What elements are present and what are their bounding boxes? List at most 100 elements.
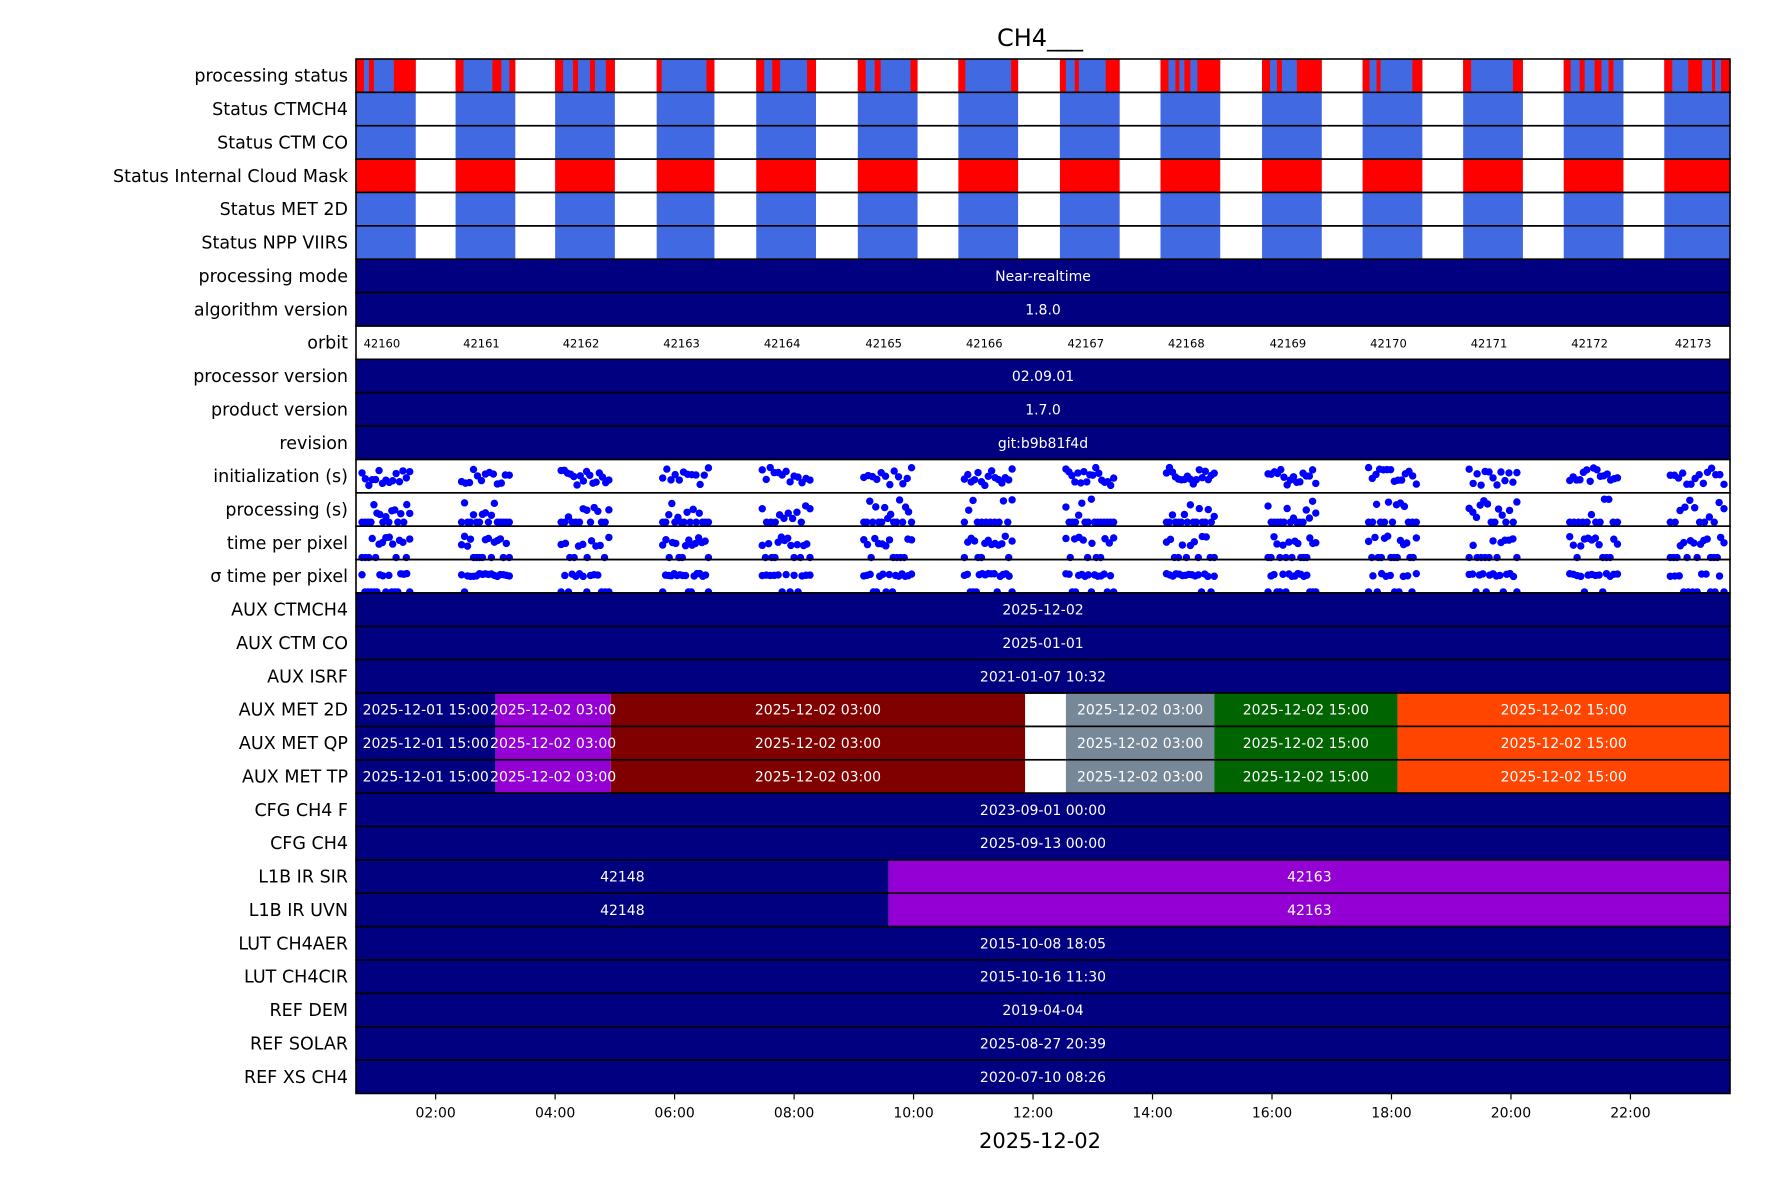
scatter-point-processing-s-2-10 [594,507,602,515]
scatter-point-time-per-pixel-1-9 [484,534,493,543]
scatter-point-initialization-s-7-3 [1071,478,1079,486]
scatter-point-processing-s-1-11 [490,499,499,508]
scatter-point-time-per-pixel-11-1 [1469,541,1477,550]
value-label-processor-version: 02.09.01 [1012,369,1074,385]
scatter-point-initialization-s-4-2 [766,463,774,472]
scatter-point-processing-s-9-11 [1299,518,1307,526]
scatter-point-sigma-time-per-pixel-7-7 [1084,571,1092,579]
segment-label-aux-met-2d-4: 2025-12-02 15:00 [1243,703,1369,719]
row-label-revision: revision [279,434,348,454]
scatter-point-initialization-s-6-11 [998,479,1006,487]
scatter-point-processing-s-3-2 [665,511,673,519]
scatter-point-time-per-pixel-0-14 [406,535,414,543]
scatter-point-initialization-s-3-11 [704,464,713,472]
segment-label-aux-met-2d-1: 2025-12-02 03:00 [490,703,616,719]
status-bar-processing-status-4 [756,59,816,93]
scatter-point-initialization-s-1-8 [489,470,498,478]
status-bar-status-ctm-co-3 [656,125,715,160]
scatter-point-processing-s-2-2 [564,513,573,521]
scatter-point-initialization-s-8-16 [1210,469,1218,477]
status-bar-status-npp-viirs-7 [1059,225,1120,260]
status-fail-processing-status-16 [874,59,881,93]
scatter-point-initialization-s-6-7 [984,472,992,481]
scatter-point-sigma-time-per-pixel-4-12 [806,571,814,579]
scatter-point-initialization-s-13-12 [1716,470,1724,479]
scatter-point-initialization-s-10-2 [1372,470,1380,479]
scatter-point-time-per-pixel-6-3 [970,537,979,545]
scatter-point-sigma-time-per-pixel-4-4 [774,571,782,579]
scatter-point-time-per-pixel-1-15 [502,539,511,548]
value-label-lut-ch4aer: 2015-10-08 18:05 [980,936,1106,952]
scatter-point-initialization-s-10-6 [1386,465,1395,474]
value-bar-revision [356,426,1730,460]
segment-label-aux-met-qp-2: 2025-12-02 03:00 [755,736,881,752]
scatter-point-initialization-s-11-5 [1485,468,1493,476]
scatter-point-time-per-pixel-2-9 [596,541,604,550]
scatter-point-initialization-s-0-9 [388,477,397,485]
scatter-point-sigma-time-per-pixel-3-15 [701,571,710,579]
scatter-point-sigma-time-per-pixel-6-10 [990,570,998,578]
scatter-point-initialization-s-1-5 [477,476,486,485]
scatter-point-processing-s-12-7 [1596,518,1604,526]
status-bar-status-ctmch4-1 [455,92,516,126]
scatter-point-initialization-s-3-2 [667,476,675,484]
status-fail-processing-status-37 [1594,59,1602,93]
scatter-point-initialization-s-11-9 [1501,476,1509,485]
status-fail-processing-status-6 [555,59,564,93]
scatter-point-processing-s-5-16 [907,518,916,526]
scatter-point-time-per-pixel-3-1 [662,536,670,544]
scatter-point-initialization-s-3-10 [700,471,708,479]
scatter-point-initialization-s-10-0 [1364,463,1373,472]
status-bar-status-ctmch4-7 [1059,92,1120,126]
scatter-point-sigma-time-per-pixel-0-0 [358,571,366,579]
value-bar-aux-ctm-co [356,626,1730,660]
scatter-point-processing-s-1-4 [469,511,478,519]
scatter-point-processing-s-2-8 [586,518,595,526]
status-bar-status-ctmch4-11 [1463,92,1523,126]
status-bar-status-ctmch4-13 [1664,92,1730,126]
status-fail-processing-status-41 [1712,59,1716,93]
scatter-point-initialization-s-0-2 [365,481,373,490]
scatter-point-sigma-time-per-pixel-11-4 [1479,570,1487,578]
scatter-point-initialization-s-13-10 [1707,464,1716,472]
scatter-point-time-per-pixel-4-8 [784,534,792,542]
scatter-point-initialization-s-8-10 [1192,476,1201,484]
orbit-label-5: 42165 [865,337,902,351]
status-bar-processing-status-12 [1563,59,1624,93]
segment-bar-aux-met-2d-1 [495,693,611,727]
status-fail-processing-status-11 [706,59,715,93]
scatter-point-processing-s-0-16 [406,509,414,518]
status-bar-status-ctmch4-12 [1563,92,1624,126]
x-tick-label-3: 08:00 [774,1105,814,1121]
scatter-point-processing-s-3-11 [692,518,700,526]
segment-bar-l1b-ir-uvn-1 [888,893,1730,927]
scatter-point-processing-s-0-12 [394,518,402,526]
scatter-point-processing-s-8-11 [1195,504,1204,513]
status-fail-processing-status-30 [1362,59,1370,93]
scatter-point-sigma-time-per-pixel-5-15 [907,570,916,578]
scatter-point-time-per-pixel-0-12 [399,538,407,546]
row-label-aux-met-2d: AUX MET 2D [239,701,348,721]
scatter-point-time-per-pixel-1-13 [496,535,505,543]
orbit-label-12: 42172 [1571,337,1608,351]
scatter-point-time-per-pixel-2-7 [587,537,596,545]
status-bar-status-ctm-co-12 [1563,125,1624,160]
scatter-point-processing-s-7-15 [1109,518,1118,526]
scatter-point-sigma-time-per-pixel-9-2 [1270,570,1278,579]
status-bar-status-met-2d-1 [455,192,516,226]
scatter-point-time-per-pixel-1-0 [457,541,466,549]
scatter-point-sigma-time-per-pixel-7-14 [1106,572,1115,580]
scatter-point-processing-s-7-4 [1074,511,1083,519]
scatter-point-initialization-s-7-16 [1109,474,1118,482]
scatter-point-initialization-s-2-7 [579,477,588,485]
row-label-processing-status: processing status [194,67,348,87]
scatter-point-time-per-pixel-0-3 [368,534,376,543]
segment-label-aux-met-tp-5: 2025-12-02 15:00 [1501,769,1627,785]
value-label-aux-isrf: 2021-01-07 10:32 [980,669,1106,685]
segment-label-l1b-ir-uvn-1: 42163 [1287,903,1332,919]
scatter-point-time-per-pixel-12-7 [1591,534,1600,542]
scatter-point-time-per-pixel-4-2 [764,539,773,548]
value-label-aux-ctmch4: 2025-12-02 [1002,603,1083,619]
scatter-point-processing-s-11-10 [1502,518,1510,526]
scatter-point-time-per-pixel-9-3 [1273,540,1281,548]
